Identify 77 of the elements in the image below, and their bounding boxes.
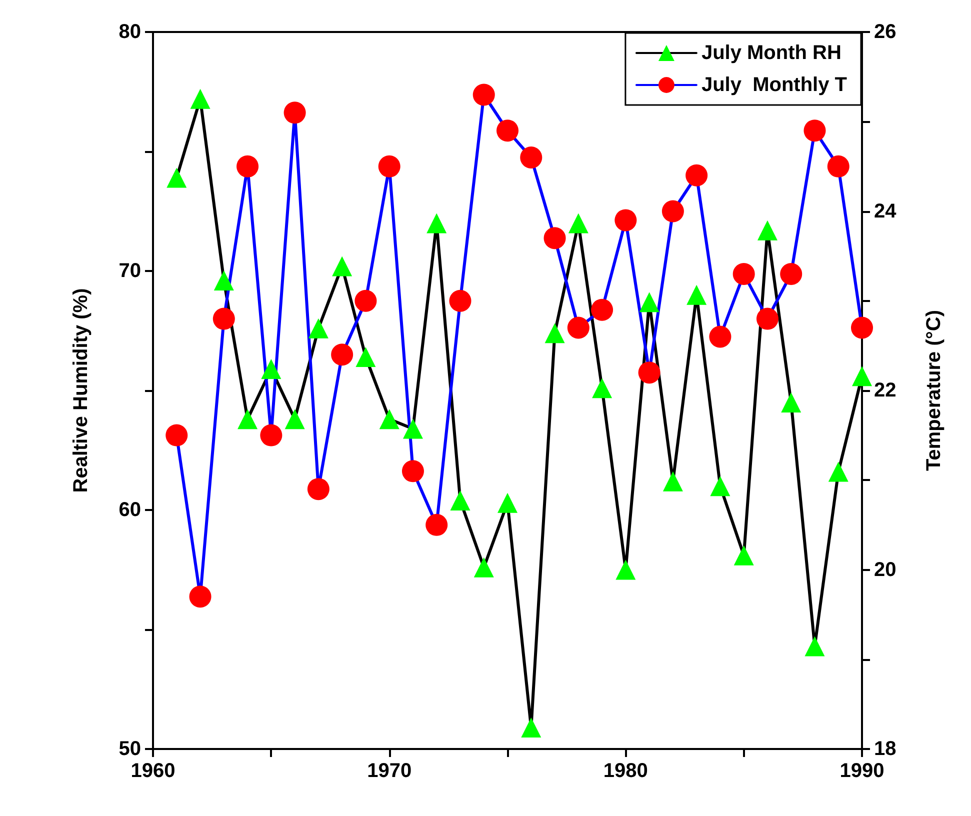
- x-tick-label: 1990: [840, 760, 884, 782]
- point: [544, 323, 565, 344]
- point: [639, 292, 660, 312]
- point: [426, 213, 447, 234]
- y2-tick-label: 18: [874, 738, 896, 760]
- point: [616, 560, 636, 580]
- point: [828, 462, 848, 482]
- point: [284, 102, 306, 124]
- point: [402, 460, 424, 482]
- point: [852, 366, 872, 386]
- point: [332, 256, 352, 276]
- point: [686, 164, 708, 186]
- point: [261, 358, 282, 379]
- x-tick-label: 1980: [603, 760, 648, 782]
- point: [757, 220, 778, 240]
- point: [521, 717, 542, 738]
- point: [212, 308, 235, 330]
- legend-label: July Monthly T: [701, 74, 848, 96]
- point: [496, 120, 518, 142]
- point: [189, 586, 212, 608]
- point: [756, 308, 778, 330]
- y-tick-label: 60: [118, 499, 141, 521]
- point: [472, 84, 495, 106]
- point: [284, 409, 305, 430]
- point: [520, 146, 542, 168]
- y-axis-title: Realtive Humidity (%): [70, 288, 92, 493]
- x-tick-label: 1960: [130, 760, 176, 782]
- point: [426, 514, 448, 536]
- point: [308, 318, 328, 338]
- point: [331, 344, 354, 366]
- point: [498, 492, 518, 513]
- point: [449, 290, 472, 312]
- y2-tick-label: 26: [874, 21, 896, 43]
- point: [568, 213, 588, 234]
- point: [804, 120, 826, 142]
- point: [236, 155, 259, 178]
- y-tick-label: 80: [118, 21, 141, 43]
- point: [827, 155, 850, 178]
- point: [804, 636, 825, 656]
- point: [780, 262, 802, 285]
- point: [238, 409, 258, 430]
- point: [732, 262, 755, 285]
- y-tick-label: 70: [118, 260, 141, 282]
- point: [781, 392, 802, 412]
- point: [166, 168, 187, 188]
- point: [450, 490, 470, 510]
- point: [190, 88, 210, 109]
- point: [591, 298, 614, 321]
- point: [354, 290, 377, 312]
- y-tick-label: 50: [118, 738, 141, 760]
- point: [638, 362, 660, 384]
- point: [686, 284, 707, 305]
- point: [474, 557, 494, 578]
- point: [710, 476, 730, 496]
- point: [166, 424, 188, 446]
- y2-tick-label: 24: [874, 200, 898, 222]
- point: [307, 478, 330, 500]
- point: [544, 227, 566, 250]
- point: [260, 424, 282, 446]
- y2-axis-title: Temperature (°C): [923, 310, 945, 471]
- point: [356, 347, 376, 368]
- point: [214, 270, 234, 291]
- point: [614, 209, 637, 232]
- point: [662, 471, 683, 492]
- y2-tick-label: 22: [874, 380, 896, 402]
- y2-tick-label: 20: [874, 558, 896, 581]
- point: [567, 316, 590, 339]
- point: [709, 326, 732, 348]
- point: [592, 378, 612, 398]
- point: [402, 418, 423, 439]
- point: [734, 545, 754, 566]
- point: [662, 200, 684, 222]
- point: [378, 155, 400, 178]
- legend-label: July Month RH: [701, 42, 842, 64]
- x-tick-label: 1970: [367, 760, 412, 782]
- point: [379, 409, 400, 430]
- point: [851, 316, 873, 339]
